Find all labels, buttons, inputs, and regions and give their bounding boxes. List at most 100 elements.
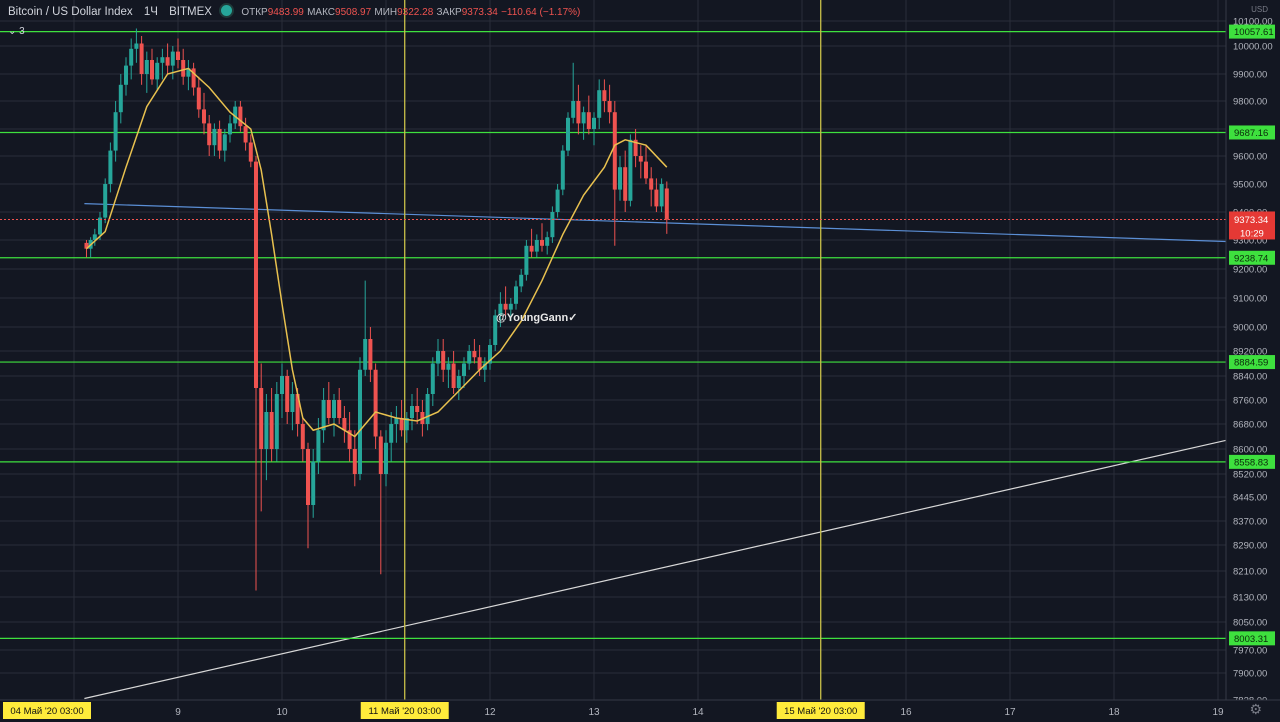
candle-body bbox=[144, 60, 149, 74]
candle bbox=[430, 357, 435, 406]
price-tick-label: 8210.00 bbox=[1233, 567, 1267, 578]
candle bbox=[425, 388, 430, 431]
candle-body bbox=[103, 184, 108, 218]
candle bbox=[108, 142, 113, 193]
candle bbox=[508, 298, 513, 322]
candle-body bbox=[472, 351, 477, 358]
candle bbox=[618, 156, 622, 201]
candle bbox=[456, 369, 461, 400]
exchange: BITMEX bbox=[169, 6, 212, 18]
chart-legend: Bitcoin / US Dollar Index 1Ч BITMEX ОТКР… bbox=[8, 5, 580, 18]
price-tick-label: 8290.00 bbox=[1233, 541, 1267, 552]
candle bbox=[316, 418, 321, 474]
chevron-down-icon[interactable]: ⌄ bbox=[8, 26, 17, 37]
candle-body bbox=[238, 106, 243, 127]
candle-body bbox=[550, 212, 555, 238]
candle bbox=[332, 394, 336, 437]
candle-body bbox=[597, 90, 602, 118]
candle-body bbox=[290, 394, 295, 412]
ma-line bbox=[85, 67, 668, 438]
candle-body bbox=[394, 418, 399, 424]
candle-body bbox=[576, 101, 581, 124]
time-marker-label: 04 Май '20 03:00 bbox=[3, 702, 91, 719]
candle-body bbox=[612, 112, 617, 190]
candle-body bbox=[98, 217, 102, 235]
candle-body bbox=[155, 62, 160, 80]
candle-body bbox=[493, 315, 498, 345]
candle-body bbox=[410, 406, 414, 418]
gear-icon[interactable]: ⚙ bbox=[1249, 701, 1262, 717]
candle-body bbox=[581, 112, 586, 124]
candle-body bbox=[384, 442, 388, 474]
candle bbox=[228, 115, 232, 143]
time-marker-bg bbox=[3, 702, 91, 719]
candle-body bbox=[321, 400, 326, 431]
candle bbox=[196, 76, 201, 118]
close-value: 9373.34 bbox=[461, 7, 498, 18]
candle bbox=[571, 62, 576, 124]
candle-body bbox=[326, 400, 331, 418]
level-price-bg bbox=[1229, 24, 1275, 39]
candle bbox=[186, 60, 191, 91]
candle-body bbox=[285, 376, 290, 412]
time-tick-label: 9 bbox=[175, 707, 181, 718]
time-tick-label: 14 bbox=[692, 707, 704, 718]
candle bbox=[384, 430, 388, 487]
candle bbox=[602, 79, 607, 113]
price-tick-label: 10000.00 bbox=[1233, 42, 1273, 53]
candle bbox=[545, 231, 550, 255]
candle-body bbox=[659, 184, 664, 207]
candle-body bbox=[311, 461, 316, 505]
candle-body bbox=[186, 68, 191, 77]
level-price-bg bbox=[1229, 454, 1275, 469]
price-tick-label: 8445.00 bbox=[1233, 493, 1267, 504]
symbol-name[interactable]: Bitcoin / US Dollar Index bbox=[8, 6, 133, 18]
candle bbox=[446, 357, 451, 388]
close-label: ЗАКР bbox=[436, 7, 462, 18]
candle-body bbox=[139, 43, 144, 74]
candle-body bbox=[389, 424, 394, 443]
candle-body bbox=[529, 245, 534, 252]
time-marker-label: 15 Май '20 03:00 bbox=[776, 702, 865, 719]
time-axis[interactable]: 9 10 12 13 14 16 17 18 19 04 Май '20 03:00 11 Май … bbox=[0, 699, 1280, 722]
candle-body bbox=[451, 363, 456, 388]
indicator-toggle[interactable]: ⌄ 3 bbox=[8, 26, 25, 37]
candle-body bbox=[254, 161, 258, 388]
candle bbox=[285, 369, 290, 424]
candle bbox=[98, 212, 102, 240]
candle-body bbox=[482, 363, 487, 370]
price-tick-label: 9200.00 bbox=[1233, 265, 1267, 276]
candle-body bbox=[150, 60, 154, 80]
candle-body bbox=[654, 189, 659, 207]
low-value: 9322.28 bbox=[397, 7, 434, 18]
candle-body bbox=[274, 394, 279, 449]
candle bbox=[358, 357, 362, 481]
candle bbox=[560, 145, 565, 196]
candle-body bbox=[508, 303, 513, 310]
candle bbox=[649, 167, 654, 207]
candle-body bbox=[592, 117, 596, 129]
candle-body bbox=[347, 430, 352, 449]
candle-body bbox=[519, 274, 524, 287]
price-axis[interactable]: USD10100.0010000.009900.009800.009700.00… bbox=[1225, 0, 1280, 707]
candle bbox=[176, 38, 180, 69]
low-label: МИН bbox=[374, 7, 398, 18]
candle-body bbox=[222, 134, 227, 151]
candle bbox=[368, 327, 373, 382]
candle bbox=[165, 43, 170, 74]
candle bbox=[654, 178, 659, 212]
candle bbox=[415, 388, 420, 424]
candle bbox=[363, 280, 368, 376]
candle bbox=[88, 237, 93, 258]
candle-body bbox=[228, 123, 232, 135]
level-price-label: 9687.16 bbox=[1229, 125, 1275, 140]
candle bbox=[524, 240, 529, 281]
time-tick-label: 12 bbox=[484, 707, 496, 718]
candle-body bbox=[92, 234, 97, 240]
time-tick-label: 17 bbox=[1004, 707, 1016, 718]
candle bbox=[410, 394, 414, 431]
candle-body bbox=[555, 189, 560, 212]
level-price-text: 9238.74 bbox=[1234, 253, 1268, 264]
interval[interactable]: 1Ч bbox=[143, 6, 158, 18]
